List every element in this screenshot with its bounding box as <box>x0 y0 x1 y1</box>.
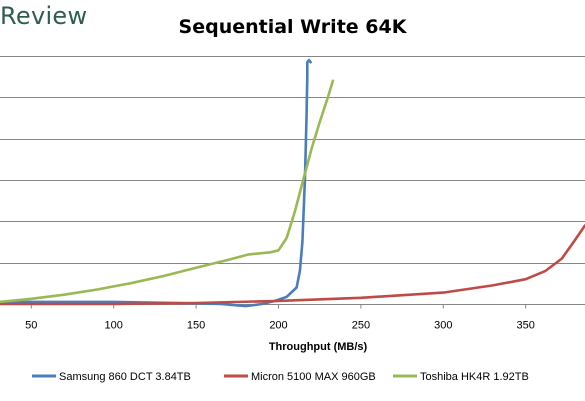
x-tick-label: 250 <box>352 320 370 332</box>
x-tick-label: 200 <box>269 320 287 332</box>
x-tick-label: 350 <box>516 320 534 332</box>
chart-title: Sequential Write 64K <box>178 16 407 38</box>
x-tick-label: 300 <box>434 320 452 332</box>
legend: Samsung 860 DCT 3.84TB Micron 5100 MAX 96… <box>32 371 529 383</box>
legend-label: Toshiba HK4R 1.92TB <box>420 371 529 383</box>
legend-label: Micron 5100 MAX 960GB <box>251 371 376 383</box>
x-tick-label: 100 <box>105 320 123 332</box>
x-axis-ticks: 50 100 150 200 250 300 350 <box>25 304 535 332</box>
series-line <box>0 224 585 306</box>
gridlines <box>0 56 585 264</box>
x-tick-label: 50 <box>25 320 37 332</box>
legend-label: Samsung 860 DCT 3.84TB <box>59 371 191 383</box>
series-line <box>0 79 335 304</box>
x-tick-label: 150 <box>187 320 205 332</box>
x-axis-title: Throughput (MB/s) <box>269 341 368 353</box>
series-lines <box>0 58 585 308</box>
brand-logo-text: Review <box>0 2 88 30</box>
